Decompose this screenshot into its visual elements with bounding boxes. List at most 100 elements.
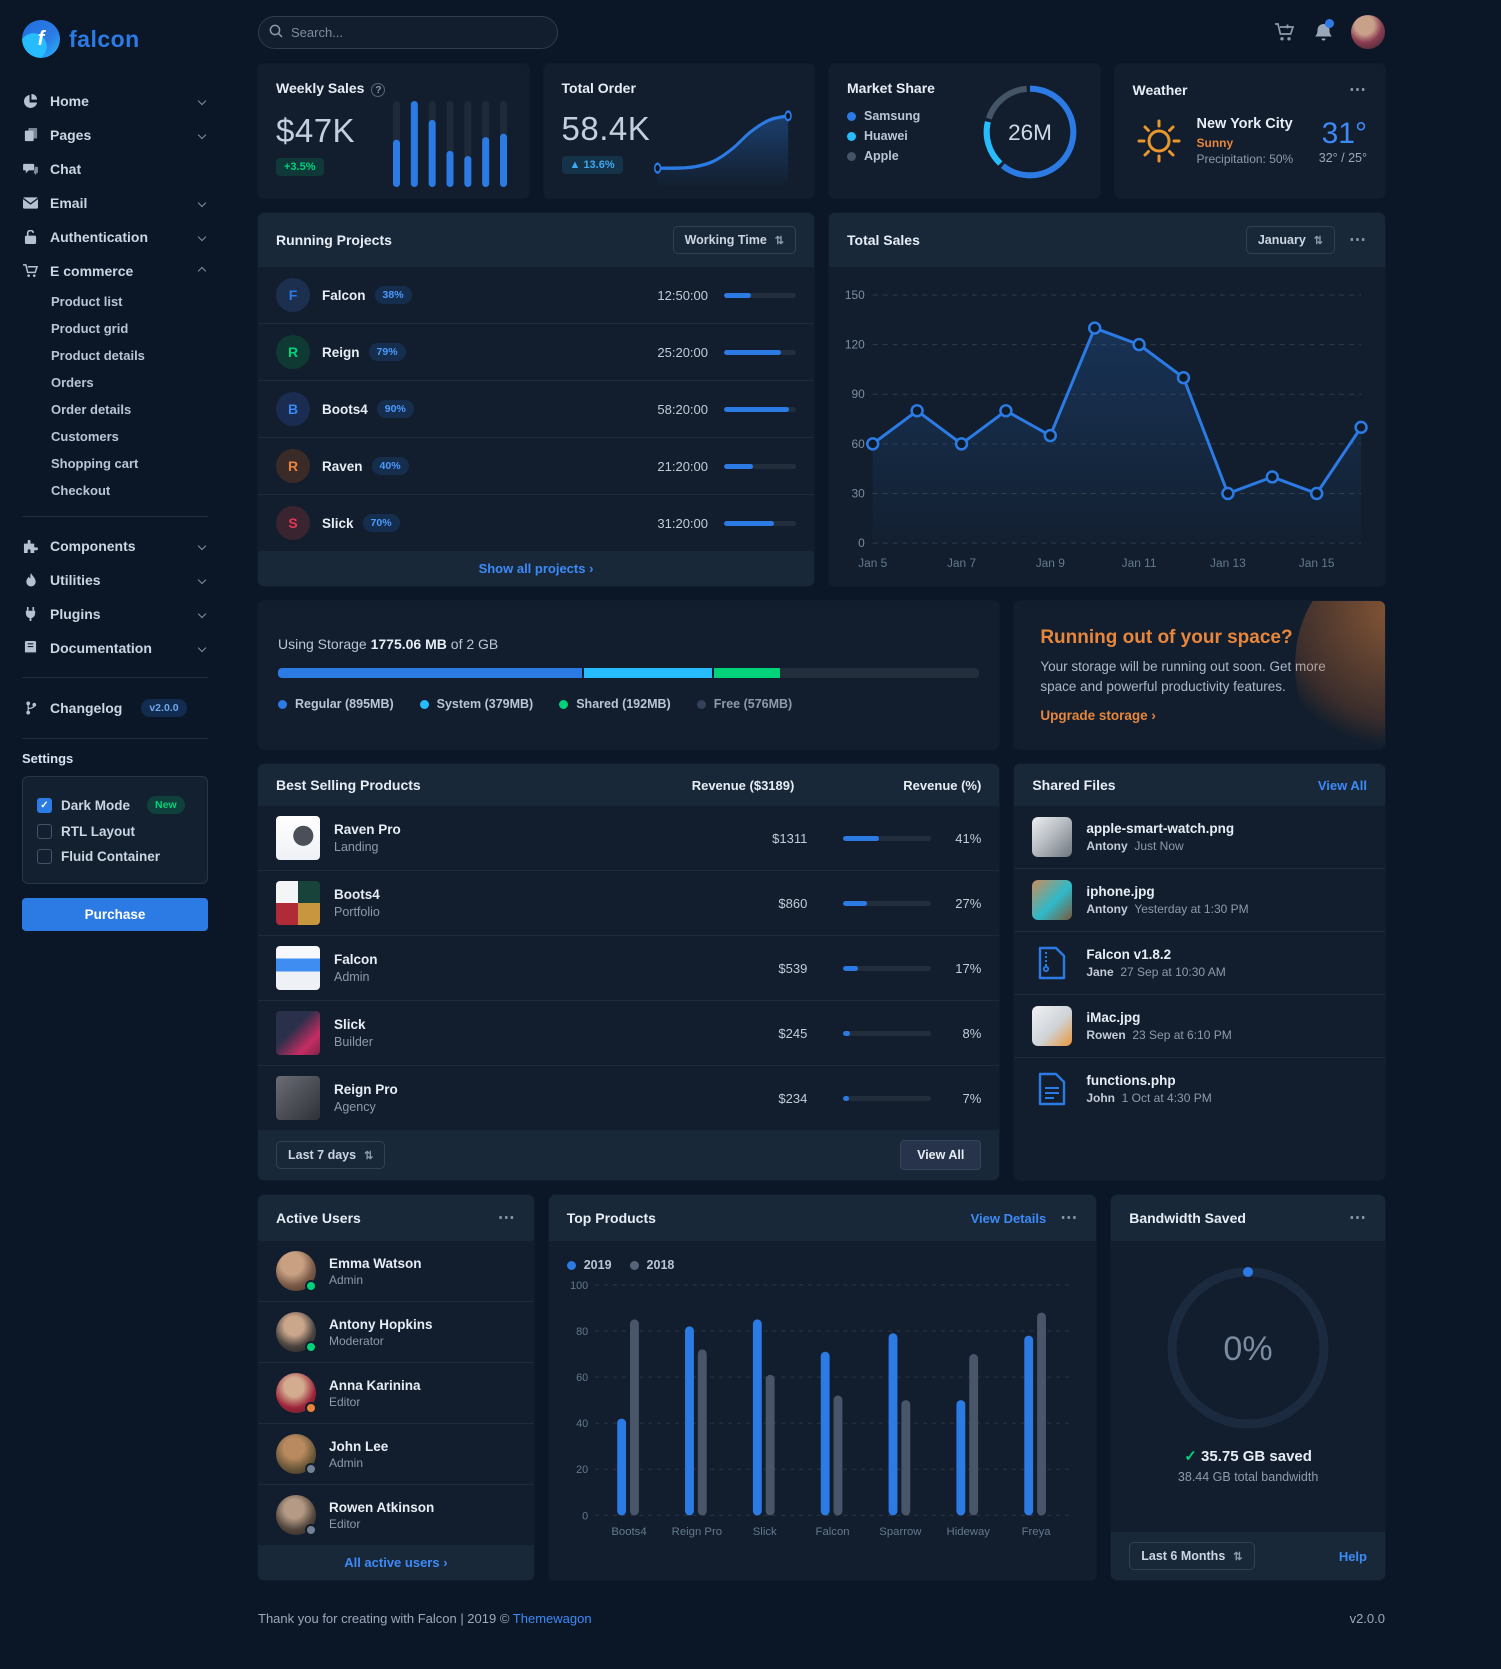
user-avatar[interactable] [1351, 15, 1385, 49]
sidebar-item-ecommerce[interactable]: E commerce [22, 254, 208, 288]
settings-heading: Settings [22, 751, 74, 766]
weather-temp: 31° [1321, 117, 1367, 150]
envelope-icon [22, 197, 39, 209]
sidebar-item-email[interactable]: Email [22, 186, 208, 220]
sidebar-item-orders[interactable]: Orders [51, 375, 94, 390]
checkbox-checked-icon[interactable] [37, 797, 52, 813]
list-item[interactable]: Antony Hopkins Moderator [258, 1302, 534, 1364]
sidebar-item-customers[interactable]: Customers [51, 429, 119, 444]
sidebar-item-plugins[interactable]: Plugins [22, 597, 208, 631]
list-item[interactable]: Rowen Atkinson Editor [258, 1485, 534, 1545]
card-menu-icon[interactable] [1349, 80, 1367, 100]
card-menu-icon[interactable] [1060, 1208, 1078, 1228]
card-menu-icon[interactable] [498, 1208, 516, 1228]
progress-badge: 70% [362, 514, 400, 532]
sidebar-item-shopping-cart[interactable]: Shopping cart [51, 456, 139, 471]
list-item[interactable]: Emma Watson Admin [258, 1241, 534, 1303]
revenue-progress-bar [843, 835, 932, 841]
svg-text:Falcon: Falcon [815, 1526, 849, 1538]
project-row[interactable]: F Falcon 38% 12:50:00 [258, 267, 814, 324]
table-row[interactable]: Reign Pro Agency $234 7% [258, 1066, 999, 1130]
card-title: Weekly Sales [276, 80, 386, 97]
sidebar-item-checkout[interactable]: Checkout [51, 483, 111, 498]
svg-text:Jan 13: Jan 13 [1210, 556, 1246, 570]
rtl-layout-toggle[interactable]: RTL Layout [37, 819, 193, 844]
top-products-bar-chart: 0 20 40 60 80 100 Boots4 Reign Pro Slick Falcon Sp… [570, 1280, 1070, 1538]
project-row[interactable]: B Boots4 90% 58:20:00 [258, 381, 814, 438]
bandwidth-gauge-chart: 0% [1167, 1267, 1329, 1429]
month-select[interactable]: January [1245, 226, 1335, 254]
list-item[interactable]: apple-smart-watch.png Antony Just Now [1014, 806, 1385, 870]
card-menu-icon[interactable] [1349, 230, 1367, 250]
sidebar-item-chat[interactable]: Chat [22, 152, 208, 186]
storage-segment-shared [714, 668, 781, 679]
svg-text:0%: 0% [1224, 1330, 1273, 1368]
file-thumbnail [1032, 817, 1073, 858]
fluid-container-toggle[interactable]: Fluid Container [37, 844, 193, 869]
file-thumbnail [1032, 1006, 1073, 1047]
table-row[interactable]: Boots4 Portfolio $860 27% [258, 871, 1000, 937]
info-icon[interactable] [371, 83, 386, 97]
purchase-button[interactable]: Purchase [22, 898, 208, 931]
card-menu-icon[interactable] [1349, 1208, 1367, 1228]
weekly-sales-value: $47K [276, 112, 356, 149]
sidebar-item-changelog[interactable]: Changelog v2.0.0 [22, 690, 208, 726]
view-all-link[interactable]: View All [1317, 777, 1367, 793]
sidebar-item-home[interactable]: Home [22, 84, 208, 118]
project-avatar: F [276, 278, 310, 312]
sidebar-item-product-details[interactable]: Product details [51, 348, 145, 363]
table-row[interactable]: Raven Pro Landing $1311 41% [258, 806, 1000, 872]
list-item[interactable]: John Lee Admin [258, 1424, 534, 1486]
sidebar-item-product-grid[interactable]: Product grid [51, 321, 129, 336]
brand-logo[interactable]: f falcon [22, 16, 208, 84]
help-link[interactable]: Help [1338, 1548, 1367, 1564]
project-avatar: R [276, 449, 310, 483]
search-input[interactable] [258, 15, 558, 49]
view-details-link[interactable]: View Details [970, 1210, 1047, 1226]
column-header-revenue-pct: Revenue (%) [903, 777, 982, 793]
show-all-projects-link[interactable]: Show all projects › [478, 561, 594, 576]
banner-body: Your storage will be running out soon. G… [1040, 659, 1326, 694]
last-7-days-select[interactable]: Last 7 days [276, 1141, 386, 1170]
project-row[interactable]: R Reign 79% 25:20:00 [258, 324, 814, 381]
weather-condition: Sunny [1196, 136, 1234, 150]
sidebar-item-utilities[interactable]: Utilities [22, 563, 208, 597]
product-thumbnail [276, 816, 320, 861]
dark-mode-toggle[interactable]: Dark Mode New [37, 791, 193, 819]
list-item[interactable]: iMac.jpg Rowen 23 Sep at 6:10 PM [1014, 995, 1385, 1059]
product-thumbnail [276, 881, 320, 926]
sidebar-item-components[interactable]: Components [22, 529, 208, 563]
project-time: 58:20:00 [657, 401, 708, 417]
checkbox-unchecked-icon[interactable] [37, 849, 52, 864]
list-item[interactable]: Anna Karinina Editor [258, 1363, 534, 1425]
settings-panel: Dark Mode New RTL Layout Fluid Container [22, 776, 208, 884]
sidebar-item-order-details[interactable]: Order details [51, 402, 132, 417]
sidebar-item-documentation[interactable]: Documentation [22, 631, 208, 665]
table-row[interactable]: Falcon Admin $539 17% [258, 936, 1000, 1002]
sidebar-item-authentication[interactable]: Authentication [22, 220, 208, 254]
table-row[interactable]: Slick Builder $245 8% [258, 1001, 1000, 1067]
view-all-button[interactable]: View All [900, 1140, 982, 1171]
fire-icon [22, 573, 39, 587]
svg-text:Boots4: Boots4 [611, 1526, 646, 1538]
last-6-months-select[interactable]: Last 6 Months [1129, 1542, 1255, 1571]
all-active-users-link[interactable]: All active users › [344, 1555, 448, 1571]
themewagon-link[interactable]: Themewagon [512, 1611, 592, 1627]
main-content: Weekly Sales $47K +3.5% Total Order 58.4… [230, 0, 1501, 1656]
upgrade-storage-link[interactable]: Upgrade storage › [1040, 708, 1156, 724]
list-item[interactable]: iphone.jpg Antony Yesterday at 1:30 PM [1014, 869, 1385, 933]
legend-dot [847, 151, 856, 161]
project-row[interactable]: S Slick 70% 31:20:00 [258, 495, 814, 551]
total-sales-line-chart: 0 30 60 90 120 150 Jan 5 Jan 7 Jan 9 Jan 11 Jan 13… [845, 288, 1368, 570]
sidebar-item-pages[interactable]: Pages [22, 118, 208, 152]
list-item[interactable]: functions.php John 1 Oct at 4:30 PM [1014, 1058, 1385, 1120]
cart-icon[interactable] [1274, 22, 1296, 42]
working-time-select[interactable]: Working Time [672, 226, 796, 254]
checkbox-unchecked-icon[interactable] [37, 824, 52, 839]
list-item[interactable]: Falcon v1.8.2 Jane 27 Sep at 10:30 AM [1014, 932, 1385, 996]
sidebar-item-product-list[interactable]: Product list [51, 294, 123, 309]
notifications-bell-icon[interactable] [1314, 19, 1334, 42]
project-row[interactable]: R Raven 40% 21:20:00 [258, 438, 814, 495]
